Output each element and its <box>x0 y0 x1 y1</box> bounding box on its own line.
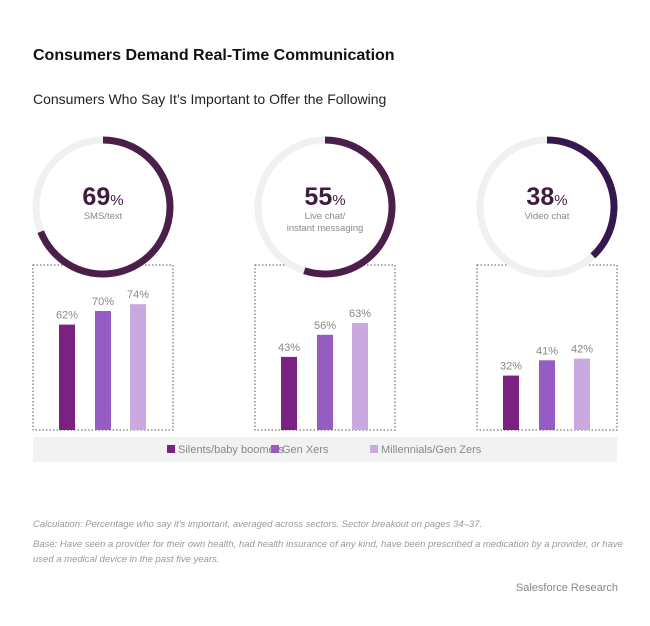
bar-value-label: 56% <box>314 320 336 332</box>
legend-swatch <box>370 445 378 453</box>
donut-label: Live chat/ <box>305 211 346 222</box>
legend <box>33 437 617 462</box>
source-credit: Salesforce Research <box>515 582 618 594</box>
legend-label: Gen Xers <box>282 444 329 456</box>
legend-swatch <box>167 445 175 453</box>
donut-label: instant messaging <box>287 223 364 234</box>
bar-2 <box>95 311 111 430</box>
bar-value-label: 42% <box>571 344 593 356</box>
legend-label: Millennials/Gen Zers <box>381 444 482 456</box>
calculation-note: Calculation: Percentage who say it's imp… <box>33 519 483 530</box>
bar-3 <box>130 304 146 430</box>
donut-value: 38% <box>526 183 567 211</box>
donut-arc <box>303 136 396 278</box>
bar-1 <box>281 356 297 430</box>
bar-1 <box>59 324 75 430</box>
legend-label: Silents/baby boomers <box>178 444 284 456</box>
bar-3 <box>352 322 368 430</box>
bar-2 <box>539 360 555 430</box>
bar-2 <box>317 334 333 430</box>
bar-value-label: 70% <box>92 296 114 308</box>
donut-value: 69% <box>82 183 123 211</box>
donut-arc <box>37 136 174 278</box>
donut-value: 55% <box>304 183 345 211</box>
legend-swatch <box>271 445 279 453</box>
bar-value-label: 32% <box>500 361 522 373</box>
bar-value-label: 74% <box>127 289 149 301</box>
bar-value-label: 43% <box>278 342 300 354</box>
bar-value-label: 62% <box>56 310 78 322</box>
bar-1 <box>503 375 519 430</box>
donut-label: Video chat <box>525 211 570 222</box>
base-note: Base: Have seen a provider for their own… <box>33 539 623 565</box>
chart-title: Consumers Demand Real-Time Communication <box>33 47 395 64</box>
bar-value-label: 63% <box>349 308 371 320</box>
donut-arc <box>546 136 618 259</box>
donut-label: SMS/text <box>84 211 123 222</box>
bar-value-label: 41% <box>536 345 558 357</box>
chart-subtitle: Consumers Who Say It's Important to Offe… <box>33 91 387 107</box>
bar-3 <box>574 358 590 430</box>
